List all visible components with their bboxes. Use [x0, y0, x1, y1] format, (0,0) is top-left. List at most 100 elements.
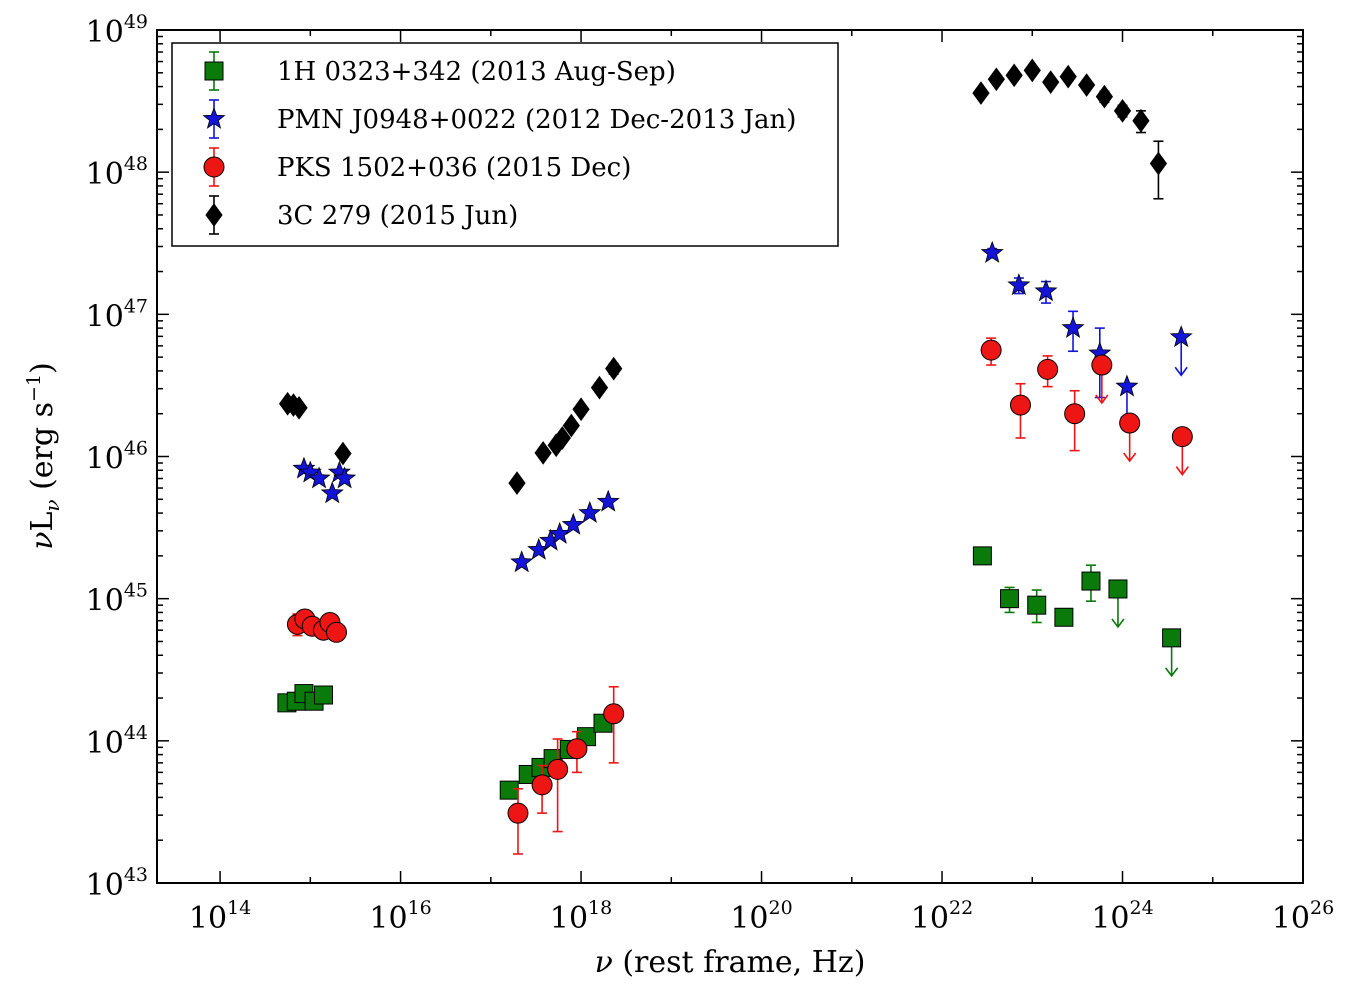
data-point	[1162, 628, 1182, 648]
data-point	[1042, 70, 1060, 94]
legend-label: 1H 0323+342 (2013 Aug-Sep)	[277, 57, 676, 87]
y-axis-L: L	[25, 512, 60, 532]
legend-marker	[204, 61, 224, 81]
x-tick-base: 10	[550, 901, 588, 936]
x-tick-label: 1026	[1272, 897, 1334, 936]
y-tick-label: 1048	[86, 153, 148, 192]
data-point	[572, 397, 590, 422]
data-point	[590, 375, 609, 400]
data-point	[1009, 394, 1031, 416]
x-tick-label: 1016	[369, 897, 431, 936]
x-tick-base: 10	[1091, 901, 1129, 936]
data-point	[1059, 64, 1077, 89]
x-tick-base: 10	[1272, 901, 1310, 936]
data-point	[1064, 403, 1086, 425]
y-tick-exp: 49	[124, 11, 148, 33]
y-tick-label: 1046	[86, 438, 148, 477]
y-axis-title: νLν (erg s−1)	[23, 362, 64, 550]
data-point	[1081, 571, 1101, 591]
y-tick-label: 1043	[86, 864, 148, 903]
y-axis-unit: (erg s	[25, 402, 60, 499]
legend-box	[171, 42, 839, 247]
data-point	[1169, 325, 1193, 348]
x-tick-label: 1020	[730, 897, 792, 936]
data-point	[1113, 98, 1132, 123]
series-3	[278, 58, 1168, 495]
data-point	[1027, 595, 1047, 615]
x-tick-exp: 18	[588, 897, 612, 919]
x-tick-label: 1018	[550, 897, 612, 936]
upper-limit-arrow	[1111, 618, 1125, 629]
y-tick-base: 10	[86, 584, 124, 619]
data-point	[1007, 273, 1031, 296]
data-point	[605, 356, 623, 381]
upper-limit-arrow	[1095, 394, 1109, 405]
y-tick-exp: 44	[124, 722, 148, 744]
legend-marker	[205, 203, 223, 227]
upper-limit-arrow	[1123, 452, 1137, 463]
y-tick-base: 10	[86, 868, 124, 903]
y-tick-exp: 46	[124, 438, 148, 460]
data-point	[307, 466, 331, 489]
data-point	[320, 481, 344, 504]
x-tick-exp: 24	[1130, 897, 1154, 919]
x-tick-label: 1022	[911, 897, 973, 936]
legend: 1H 0323+342 (2013 Aug-Sep) PMN J0948+0022…	[171, 42, 839, 247]
data-point	[1000, 589, 1020, 609]
legend-label: PMN J0948+0022 (2012 Dec-2013 Jan)	[277, 105, 796, 135]
x-axis-text: (rest frame, Hz)	[613, 945, 866, 980]
y-axis-close: )	[25, 362, 60, 374]
data-point	[987, 67, 1005, 92]
legend-marker	[202, 106, 226, 129]
y-tick-exp: 48	[124, 153, 148, 175]
x-axis-symbol: ν	[595, 945, 613, 980]
x-tick-exp: 26	[1310, 897, 1334, 919]
data-point	[1005, 63, 1023, 88]
data-point	[510, 550, 534, 573]
data-point	[534, 441, 552, 465]
series-0	[277, 546, 1182, 800]
y-tick-base: 10	[86, 442, 124, 477]
data-point	[1061, 315, 1085, 338]
data-point	[603, 703, 625, 725]
x-tick-exp: 20	[769, 897, 793, 919]
legend-label: PKS 1502+036 (2015 Dec)	[277, 153, 631, 183]
y-tick-label: 1044	[86, 722, 148, 761]
data-point	[499, 780, 519, 800]
data-point	[290, 395, 308, 420]
data-point	[1115, 374, 1139, 397]
data-point	[1132, 108, 1150, 133]
x-tick-base: 10	[911, 901, 949, 936]
data-point	[531, 774, 553, 796]
y-axis-nu: ν	[25, 532, 60, 550]
data-point	[562, 413, 580, 438]
x-tick-label: 1014	[189, 897, 251, 936]
data-point	[1108, 579, 1128, 599]
data-point	[980, 339, 1002, 361]
data-point	[508, 471, 526, 495]
y-tick-exp: 45	[124, 580, 148, 602]
y-tick-base: 10	[86, 299, 124, 334]
y-tick-base: 10	[86, 157, 124, 192]
upper-limit-arrow	[1175, 466, 1189, 476]
x-tick-base: 10	[369, 901, 407, 936]
axis-ticks: 1014 1016 1018 1020 1022 1024 1026104310441045…	[86, 11, 1335, 936]
data-point	[1091, 354, 1113, 376]
data-point	[596, 489, 620, 512]
data-point	[972, 81, 990, 105]
y-tick-label: 1049	[86, 11, 148, 50]
y-tick-exp: 47	[124, 295, 148, 317]
data-point	[333, 466, 357, 489]
data-point	[1149, 151, 1168, 176]
data-point	[1037, 358, 1059, 380]
x-tick-exp: 16	[408, 897, 432, 919]
x-tick-base: 10	[189, 901, 227, 936]
x-tick-base: 10	[730, 901, 768, 936]
y-axis-minus: −1	[23, 374, 45, 402]
legend-marker	[203, 156, 225, 178]
data-point	[972, 546, 992, 566]
data-point	[507, 802, 529, 824]
upper-limit-arrow	[1164, 667, 1179, 678]
